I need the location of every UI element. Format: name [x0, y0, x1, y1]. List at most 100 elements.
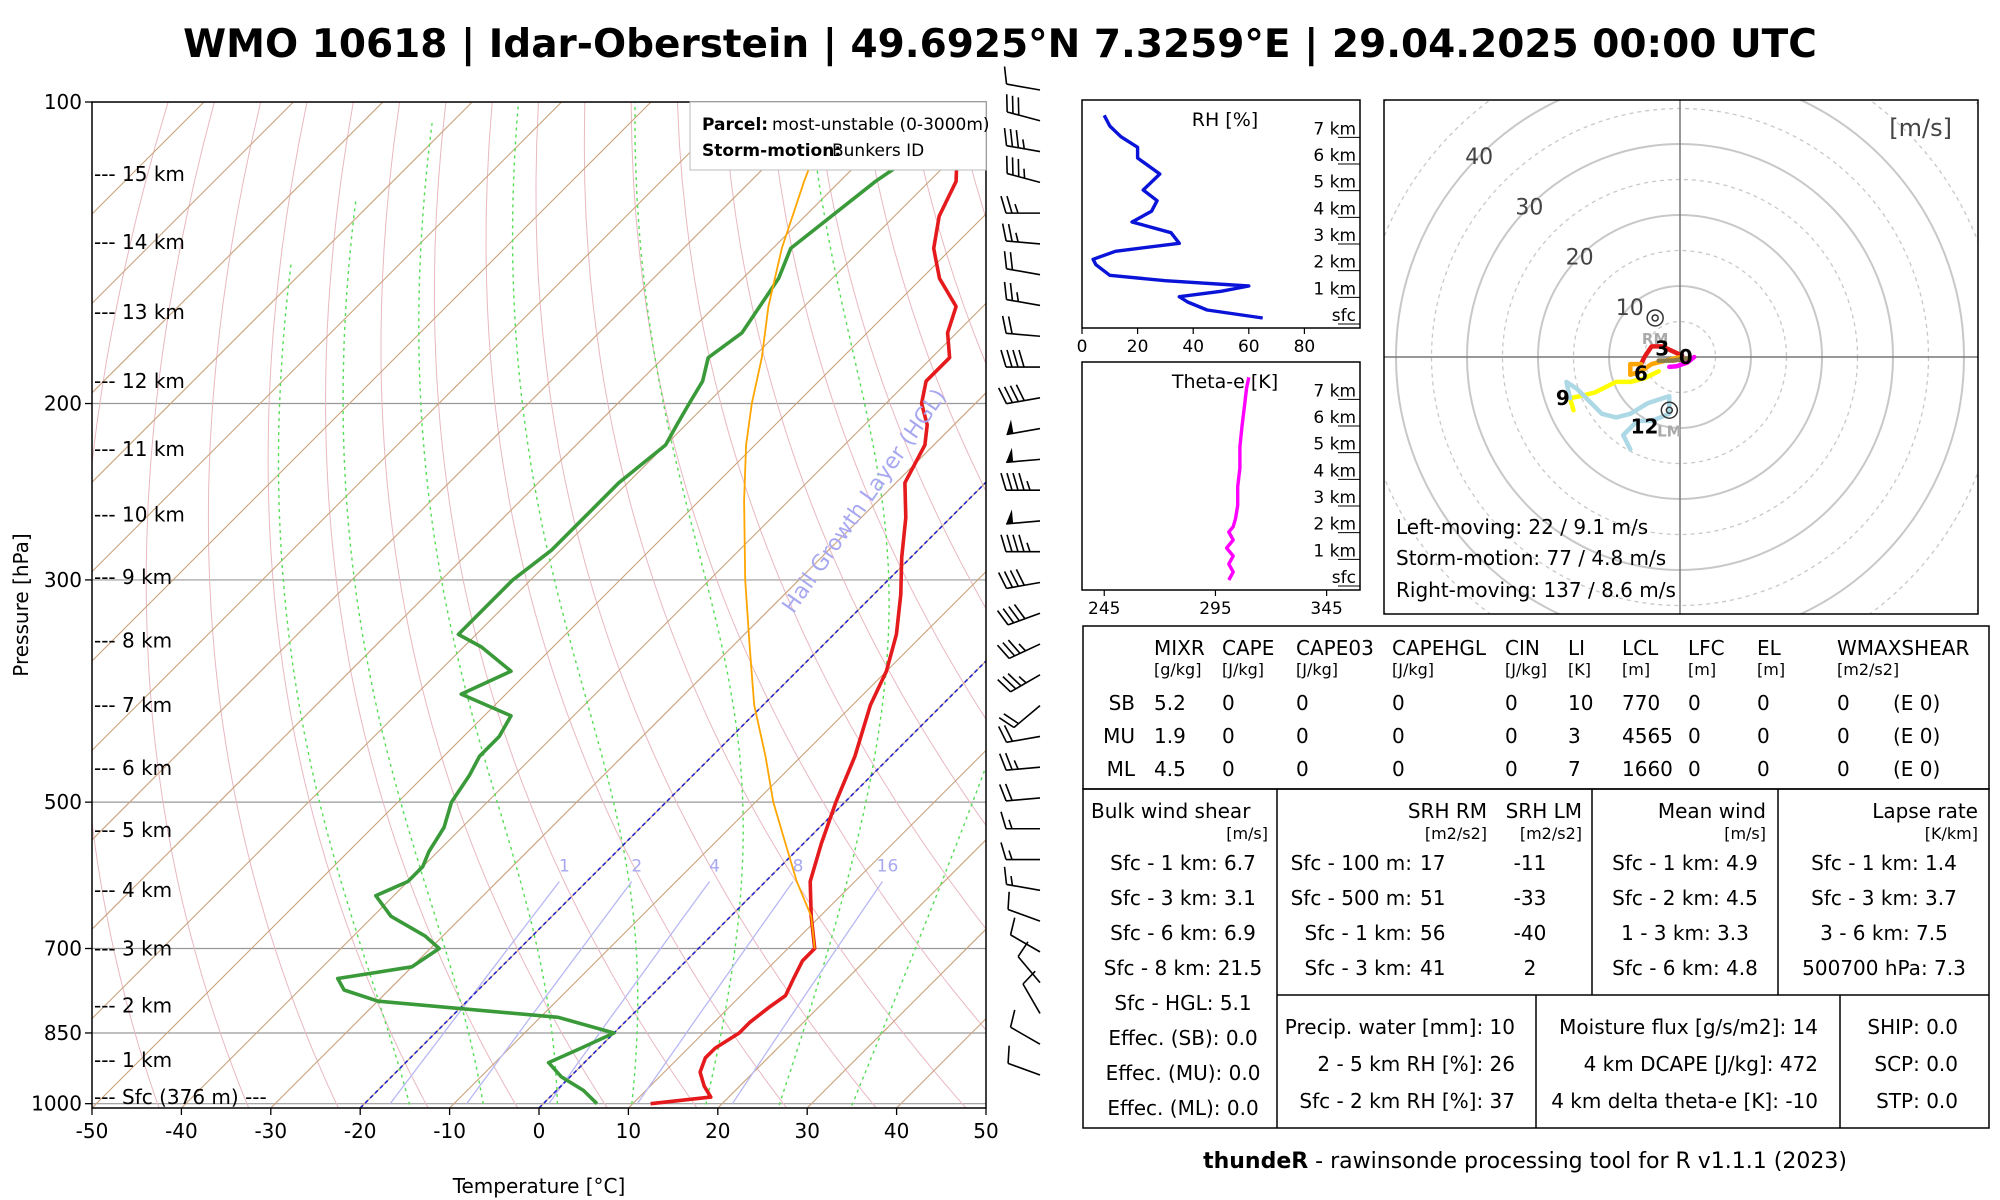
- bulk-shear-row: Effec. (MU): 0.0: [1106, 1061, 1261, 1085]
- param-cell: 0: [1688, 724, 1701, 748]
- param-header: LI: [1568, 636, 1585, 660]
- skewt-ylabel: Pressure [hPa]: [9, 533, 33, 676]
- srh-rm-value: 56: [1420, 921, 1445, 945]
- series-parcel: [743, 102, 840, 949]
- hgl-label: Hail Growth Layer (HGL): [778, 385, 952, 618]
- param-cell: 0: [1688, 757, 1701, 781]
- dry-adiabat: [485, 102, 788, 1108]
- index-row: SHIP: 0.0: [1867, 1015, 1958, 1039]
- srh-row-label: Sfc - 500 m:: [1291, 886, 1412, 910]
- bulk-shear-row: Sfc - 8 km: 21.5: [1104, 956, 1262, 980]
- x-tick-label: 20: [705, 1119, 730, 1143]
- hodo-height-label: 0: [1679, 345, 1693, 369]
- dry-adiabat: [815, 102, 986, 610]
- hodo-marker-label: LM: [1657, 422, 1682, 440]
- parameters-table: MIXR[g/kg]CAPE[J/kg]CAPE03[J/kg]CAPEHGL[…: [1082, 625, 1990, 790]
- wind-barb: [1000, 349, 1040, 368]
- param-header: CAPE03: [1296, 636, 1374, 660]
- rh-frame: [1081, 99, 1361, 329]
- y-tick-label: 850: [44, 1021, 82, 1045]
- hodo-segment: [1667, 354, 1697, 370]
- height-label: --- 11 km: [94, 437, 185, 461]
- y-tick-label: 300: [44, 568, 82, 592]
- param-cell: 0: [1757, 757, 1770, 781]
- param-cell: 0: [1688, 691, 1701, 715]
- hodo-right-moving: Right-moving: 137 / 8.6 m/s: [1396, 578, 1676, 602]
- hodograph-panel: 10 20 30 40 RM LM 036 9 12 [m/s] Left-moving: 22…: [1383, 99, 1979, 615]
- flux-row: Moisture flux [g/s/m2]: 14: [1559, 1015, 1818, 1039]
- wind-barb: [1009, 1009, 1041, 1045]
- param-cell: 0: [1222, 724, 1235, 748]
- wind-barb: [1000, 195, 1040, 214]
- x-tick-label: -20: [344, 1119, 377, 1143]
- dry-adiabat: [535, 102, 877, 1108]
- height-label: --- 2 km: [94, 994, 172, 1018]
- wind-barb: [1003, 127, 1041, 153]
- srh-rm-title: SRH RM: [1408, 799, 1487, 823]
- hodo-marker-rm: [1646, 309, 1664, 327]
- height-label: --- 4 km: [94, 878, 172, 902]
- hodo-left-moving: Left-moving: 22 / 9.1 m/s: [1396, 515, 1648, 539]
- moisture-row: Sfc - 2 km RH [%]: 37: [1299, 1089, 1515, 1113]
- isotherm: [538, 660, 986, 1108]
- hodo-storm-motion: Storm-motion: 77 / 4.8 m/s: [1396, 546, 1666, 570]
- profile-height-label: 3 km: [1313, 226, 1356, 246]
- height-label: --- 1 km: [94, 1048, 172, 1072]
- param-header: WMAXSHEAR: [1837, 636, 1969, 660]
- skewt-xlabel: Temperature [°C]: [452, 1174, 626, 1198]
- isotherm: [92, 102, 562, 573]
- wind-barb: [1007, 1045, 1041, 1076]
- legend-storm-value: Bunkers ID: [832, 141, 924, 161]
- param-cell: 1.9: [1154, 724, 1186, 748]
- flux-row: 4 km DCAPE [J/kg]: 472: [1584, 1052, 1818, 1076]
- isotherm: [92, 102, 652, 662]
- param-cell: 0: [1392, 724, 1405, 748]
- param-cell: 5.2: [1154, 691, 1186, 715]
- profile-x-tick-label: 345: [1310, 599, 1342, 619]
- flux-row: 4 km delta theta-e [K]: -10: [1551, 1089, 1818, 1113]
- x-tick-label: -40: [165, 1119, 198, 1143]
- hodo-ring-label: 10: [1616, 296, 1644, 321]
- mean-wind-row: 1 - 3 km: 3.3: [1621, 921, 1749, 945]
- isotherm: [92, 102, 831, 841]
- x-tick-label: 30: [794, 1119, 819, 1143]
- srh-rm-value: 41: [1420, 956, 1445, 980]
- height-label: --- 13 km: [94, 300, 185, 324]
- isotherm: [92, 123, 986, 1020]
- isotherm: [806, 928, 986, 1108]
- profile-line: [1091, 114, 1263, 320]
- param-cell: 0: [1505, 691, 1518, 715]
- skewt-legend: Parcel: most-unstable (0-3000m) Storm-mo…: [689, 101, 990, 171]
- hodograph-plot: 10 20 30 40 RM LM 036 9 12: [1384, 100, 1978, 614]
- height-label: --- 8 km: [94, 629, 172, 653]
- param-cell: 0: [1837, 691, 1850, 715]
- wind-barb: [1000, 472, 1040, 491]
- param-cell: 0: [1757, 691, 1770, 715]
- theta-profile: [1224, 376, 1251, 581]
- wind-barb: [1005, 94, 1041, 122]
- theta-frame: [1081, 361, 1361, 591]
- x-tick-label: 40: [884, 1119, 909, 1143]
- srh-rm-unit: [m2/s2]: [1425, 824, 1487, 843]
- dry-adiabat: [769, 102, 986, 721]
- x-tick-label: 50: [973, 1119, 998, 1143]
- wind-barb: [1006, 509, 1041, 525]
- mean-wind-row: Sfc - 2 km: 4.5: [1612, 886, 1758, 910]
- profile-height-label: sfc: [1332, 306, 1356, 326]
- srh-lm-value: -40: [1514, 921, 1547, 945]
- bulk-shear-row: Sfc - HGL: 5.1: [1114, 991, 1251, 1015]
- wind-barb: [1000, 534, 1040, 553]
- height-label: --- 10 km: [94, 502, 185, 526]
- hodo-marker-lm: [1660, 401, 1679, 419]
- moist-adiabat: [511, 102, 639, 1108]
- moist-adiabat: [850, 764, 986, 1108]
- param-header: LCL: [1622, 636, 1659, 660]
- skewt-axes: -50 -40 -30 -20 -10 0 10 20 30 40 50 100 200 300 500 70…: [31, 90, 999, 1143]
- wind-barb: [1022, 970, 1041, 1014]
- isotherm: [628, 749, 986, 1108]
- mixing-ratio-label: 2: [631, 856, 642, 876]
- dry-adiabat: [267, 102, 429, 1108]
- height-label: --- 7 km: [94, 693, 172, 717]
- bulk-shear-row: Sfc - 1 km: 6.7: [1110, 851, 1256, 875]
